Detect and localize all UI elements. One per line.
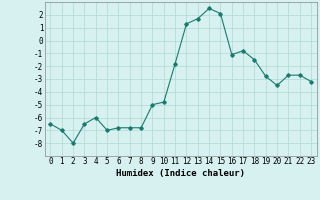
X-axis label: Humidex (Indice chaleur): Humidex (Indice chaleur) [116,169,245,178]
